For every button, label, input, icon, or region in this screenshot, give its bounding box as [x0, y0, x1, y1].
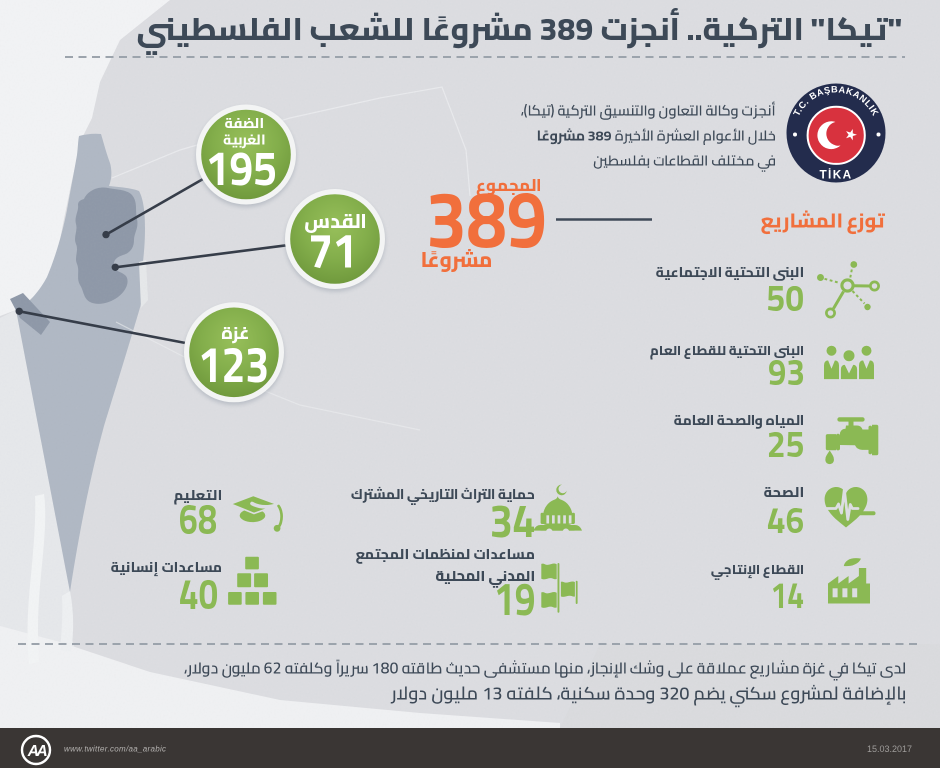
svg-text:15.03.2017: 15.03.2017: [867, 744, 912, 754]
svg-text:www.twitter.com/aa_arabic: www.twitter.com/aa_arabic: [64, 745, 166, 754]
svg-text:TİKA: TİKA: [819, 168, 852, 182]
svg-text:AA: AA: [27, 743, 48, 760]
